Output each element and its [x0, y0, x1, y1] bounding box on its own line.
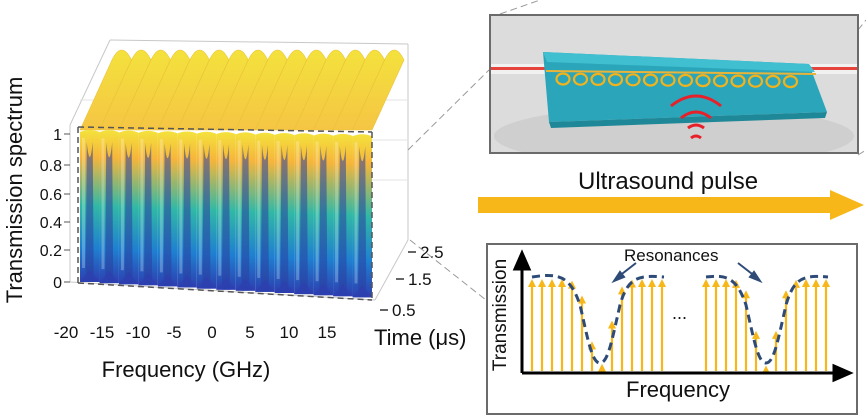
transmission-3d-plot: 1 0.8 0.6 0.4 0.2 0 -20 -15 -10 -5 0 5 10 15 2.5 1.5 0… [2, 39, 467, 382]
resonance-dip [241, 144, 250, 291]
spectrum-panel: ... Resonances Transmission Frequency [486, 243, 858, 415]
x-tick-label: -5 [166, 323, 181, 342]
ring-icon [555, 72, 571, 86]
x-axis-ticks: -20 -15 -10 -5 0 5 10 15 [54, 323, 337, 342]
y-axis-ticks: 1 0.8 0.6 0.4 0.2 0 [40, 127, 70, 292]
x-tick-label: 10 [280, 323, 299, 342]
z-tick-label: 2.5 [420, 243, 444, 262]
ring-icon [677, 73, 694, 88]
line-arrowhead [528, 279, 536, 287]
ring-icon [625, 73, 641, 87]
resonance-dip [319, 145, 328, 296]
transmission-lines [528, 279, 830, 374]
ring-icon [782, 74, 799, 89]
ring-icon [590, 72, 606, 87]
resonance-pointer-arrows [611, 262, 763, 284]
resonance-dip [280, 145, 289, 293]
y-tick-label: 0 [53, 275, 62, 292]
spectrum-ellipsis: ... [672, 303, 687, 323]
resonance-dip [299, 145, 308, 295]
ring-icon [642, 73, 659, 87]
z-tick-label: 0.5 [392, 301, 416, 320]
x-tick-label: -10 [126, 323, 151, 342]
resonance-dip [358, 146, 367, 298]
x-tick-label: -15 [90, 323, 115, 342]
resonance-dip [183, 143, 192, 288]
z-tick-label: 1.5 [408, 270, 432, 289]
line-arrowhead [762, 365, 770, 374]
resonance-dip [85, 142, 94, 282]
ultrasound-pulse-label: Ultrasound pulse [578, 168, 759, 195]
spectrum-surface-top [79, 49, 405, 131]
spectrum-axes [512, 249, 854, 383]
line-arrowhead [548, 279, 556, 288]
ring-icon [607, 72, 624, 87]
line-arrowhead [648, 279, 656, 288]
line-arrowhead [598, 363, 606, 372]
z-axis-label: Time (μs) [374, 325, 467, 350]
ring-icon [747, 74, 764, 88]
device-render [491, 16, 857, 152]
micro-rings [555, 72, 799, 89]
x-tick-label: 5 [245, 323, 254, 342]
line-arrowhead [558, 279, 566, 288]
resonance-dip [338, 145, 347, 297]
resonance-dip [105, 142, 114, 284]
ring-icon [712, 74, 729, 88]
pulse-arrow-shape [478, 190, 864, 220]
y-axis-label: Transmission spectrum [2, 77, 27, 304]
line-arrowhead [802, 279, 810, 288]
line-arrowhead [812, 279, 820, 288]
resonance-dip [124, 142, 133, 285]
line-arrowhead [702, 279, 710, 287]
y-tick-label: 1 [53, 127, 62, 144]
z-axis-ticks: 2.5 1.5 0.5 [380, 243, 444, 320]
spectrum-y-label: Transmission [490, 259, 511, 371]
line-arrowhead [578, 295, 586, 304]
spectrum-diagram: ... Resonances Transmission Frequency [490, 246, 854, 402]
y-tick-label: 0.6 [40, 187, 62, 204]
resonance-dip [202, 143, 211, 289]
resonances-label: Resonances [624, 246, 719, 265]
ring-icon [660, 73, 676, 87]
resonance-curve [531, 273, 829, 365]
spectrum-x-label: Frequency [626, 377, 730, 402]
spectrum-surface-dips [80, 130, 372, 298]
x-tick-label: 0 [207, 323, 216, 342]
resonance-dip [163, 143, 172, 287]
y-tick-label: 0.2 [40, 243, 62, 260]
ring-icon [730, 74, 746, 88]
line-arrowhead [752, 330, 760, 339]
pulse-arrow [478, 190, 864, 220]
x-tick-label: 15 [318, 323, 337, 342]
ring-icon [765, 74, 781, 89]
resonance-dip [144, 142, 153, 286]
line-arrowhead [712, 279, 720, 288]
line-arrowhead [722, 279, 730, 288]
ring-icon [572, 72, 589, 86]
device-panel [489, 14, 859, 154]
y-tick-label: 0.4 [40, 215, 62, 232]
dashed-box [77, 126, 373, 301]
ring-icon [695, 73, 711, 88]
line-arrowhead [638, 279, 646, 288]
line-arrowhead [822, 279, 830, 287]
resonance-dip [222, 144, 230, 290]
x-tick-label: -20 [54, 323, 79, 342]
line-arrowhead [608, 320, 616, 329]
x-axis-label: Frequency (GHz) [102, 357, 271, 382]
ultrasound-waves-icon [670, 94, 722, 140]
line-arrowhead [538, 279, 546, 287]
y-tick-label: 0.8 [40, 158, 62, 175]
line-arrowhead [658, 279, 666, 287]
surface-ridge [352, 49, 405, 131]
resonance-dip [260, 144, 269, 292]
